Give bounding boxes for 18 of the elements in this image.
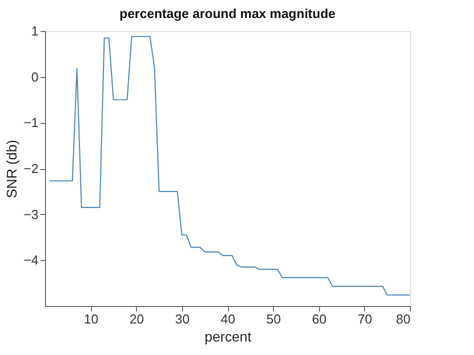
x-tick-label: 60 — [312, 312, 326, 326]
x-tick-label: 30 — [175, 312, 190, 326]
x-tick-label: 70 — [358, 312, 372, 326]
line-series — [49, 36, 411, 296]
y-tick-label: 0 — [31, 69, 38, 84]
y-tick-label: −4 — [24, 252, 38, 268]
x-tick-label: 80 — [396, 312, 410, 326]
x-tick-label: 50 — [266, 312, 281, 326]
chart-title: percentage around max magnitude — [120, 6, 336, 21]
y-tick-label: −2 — [24, 161, 38, 176]
y-tick-label: −1 — [24, 115, 38, 130]
y-tick-label: −3 — [24, 206, 38, 222]
y-tick-label: 1 — [31, 24, 38, 38]
x-axis-title: percent — [204, 328, 252, 344]
x-tick-label: 40 — [220, 312, 236, 326]
x-tick-label: 20 — [130, 312, 144, 326]
y-axis-title: SNR (db) — [4, 140, 20, 198]
x-tick-label: 10 — [84, 312, 98, 326]
